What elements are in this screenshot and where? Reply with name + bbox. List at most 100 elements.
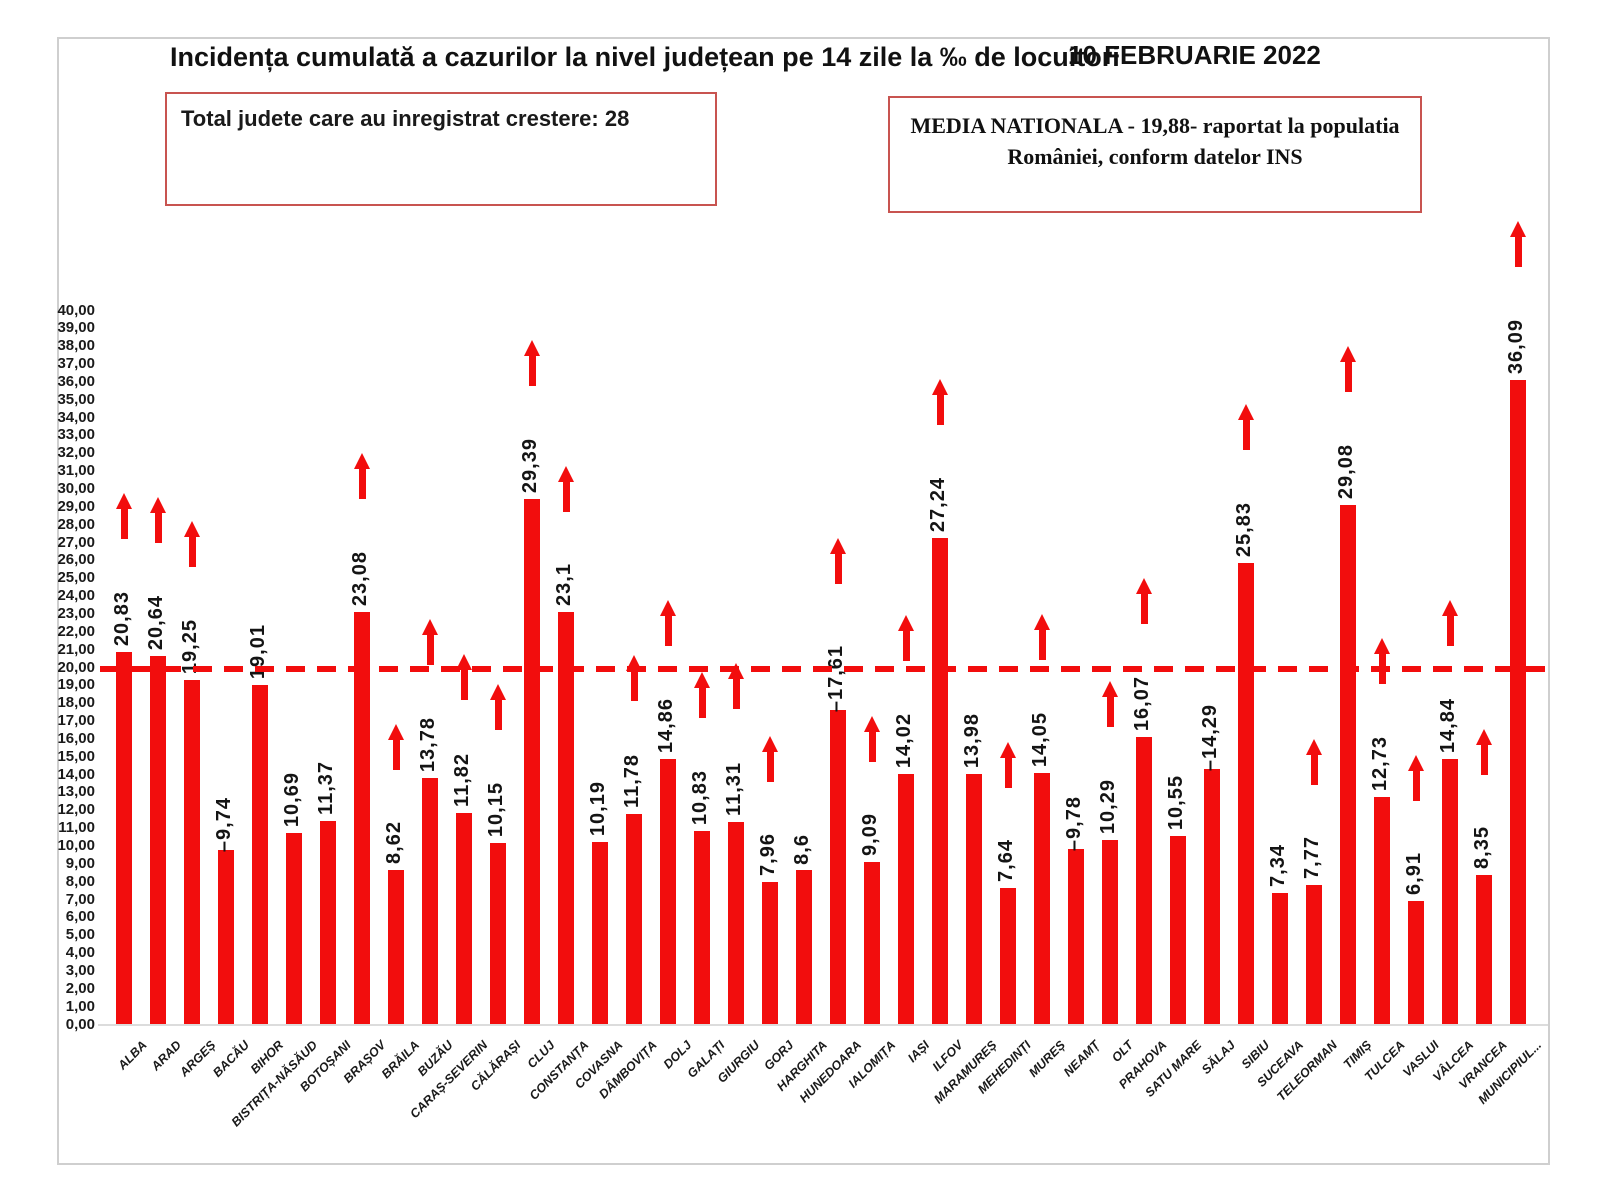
y-axis-tick-label: 10,00 [57,837,95,854]
bar-value-label: –9,78 [1063,796,1085,852]
arrow-head [864,715,880,732]
arrow-head [558,465,574,482]
arrow-head [1238,403,1254,420]
y-axis-tick-label: 30,00 [57,480,95,497]
arrow-stem [120,509,128,540]
y-axis-tick-label: 6,00 [65,908,95,926]
y-axis-tick-label: 24,00 [57,587,95,605]
bar-value-label: 29,08 [1335,443,1357,499]
bar-value-label: 23,1 [553,562,575,606]
increase-arrow [762,735,778,782]
bar [762,881,778,1024]
arrow-head [1136,578,1152,595]
arrow-stem [698,687,706,718]
y-axis-tick-label: 14,00 [57,765,95,783]
bar-value-label: 11,31 [723,762,745,817]
bar [1136,737,1152,1024]
bar-value-label: 8,35 [1471,826,1493,869]
arrow-stem [630,670,638,701]
x-axis-label: ALBA [115,1038,150,1073]
arrow-stem [1038,630,1046,661]
arrow-stem [664,615,672,646]
bar-value-label: 20,83 [111,591,133,647]
bar [286,833,302,1024]
bar [660,758,676,1024]
increase-arrow [1306,739,1322,786]
x-axis-label: MUREȘ [1026,1038,1068,1080]
y-axis-tick-label: 19,00 [57,676,95,694]
arrow-stem [392,740,400,771]
bar-value-label: 16,07 [1131,676,1153,732]
increase-arrow [1476,728,1492,775]
bar [1476,874,1492,1024]
arrow-stem [494,699,502,730]
arrow-stem [562,481,570,512]
bar [830,709,846,1024]
arrow-stem [936,394,944,425]
increase-arrow [354,453,370,500]
increase-arrow [1510,220,1526,267]
bar [1170,835,1186,1024]
bar-value-label: 10,83 [689,769,711,825]
bar [116,652,132,1024]
arrow-head [1340,345,1356,362]
bar-value-label: –9,74 [213,797,235,853]
arrow-head [1374,637,1390,654]
bar [694,830,710,1024]
x-axis-label: MUNICIPIUL... [1475,1038,1544,1107]
bar [558,611,574,1024]
x-axis-label: BACĂU [210,1038,252,1080]
x-axis-label: SĂLAJ [1199,1038,1238,1077]
arrow-head [1476,728,1492,745]
bar-value-label: 11,78 [621,753,643,808]
increase-arrow [558,465,574,512]
y-axis-tick-label: 18,00 [57,694,95,712]
increase-arrow [660,599,676,646]
y-axis-tick-label: 23,00 [57,604,95,622]
chart-title: Incidența cumulată a cazurilor la nivel … [170,42,1120,72]
bar [592,842,608,1024]
bar-value-label: 27,24 [927,476,949,532]
arrow-head [456,654,472,671]
increase-arrow [456,654,472,701]
increase-arrow [1340,345,1356,392]
x-axis-label: TELEORMAN [1274,1038,1340,1104]
x-axis-label: OLT [1108,1038,1136,1065]
y-axis-tick-label: 31,00 [57,462,95,480]
bar [184,680,200,1024]
bar [1340,504,1356,1024]
arrow-head [1000,741,1016,758]
arrow-stem [358,469,366,500]
bar [1000,887,1016,1024]
bar [1204,768,1220,1024]
bar [1102,840,1118,1024]
arrow-head [932,378,948,395]
x-axis-line [98,1024,1548,1026]
y-axis-tick-label: 40,00 [57,301,95,319]
y-axis-tick-label: 11,00 [58,819,95,837]
y-axis-tick-label: 35,00 [57,390,95,408]
bar [626,813,642,1024]
bar-value-label: 20,64 [145,594,167,650]
bar-value-label: 10,19 [587,781,609,837]
increase-arrow [1442,600,1458,647]
arrow-head [830,537,846,554]
arrow-stem [1004,757,1012,788]
bar-value-label: 8,62 [383,821,405,865]
growth-info-text: Total judete care au inregistrat crester… [181,106,630,131]
arrow-head [116,493,132,510]
bar [456,813,472,1024]
arrow-stem [188,537,196,568]
x-axis-label: ARGEȘ [176,1038,218,1080]
arrow-head [150,496,166,513]
y-axis-tick-label: 16,00 [57,729,95,747]
arrow-stem [1242,419,1250,450]
increase-arrow [1374,637,1390,684]
increase-arrow [1000,741,1016,788]
bar [524,499,540,1024]
bar [1068,849,1084,1024]
bar-value-label: –14,29 [1199,703,1221,771]
y-axis-tick-label: 20,00 [57,658,95,676]
